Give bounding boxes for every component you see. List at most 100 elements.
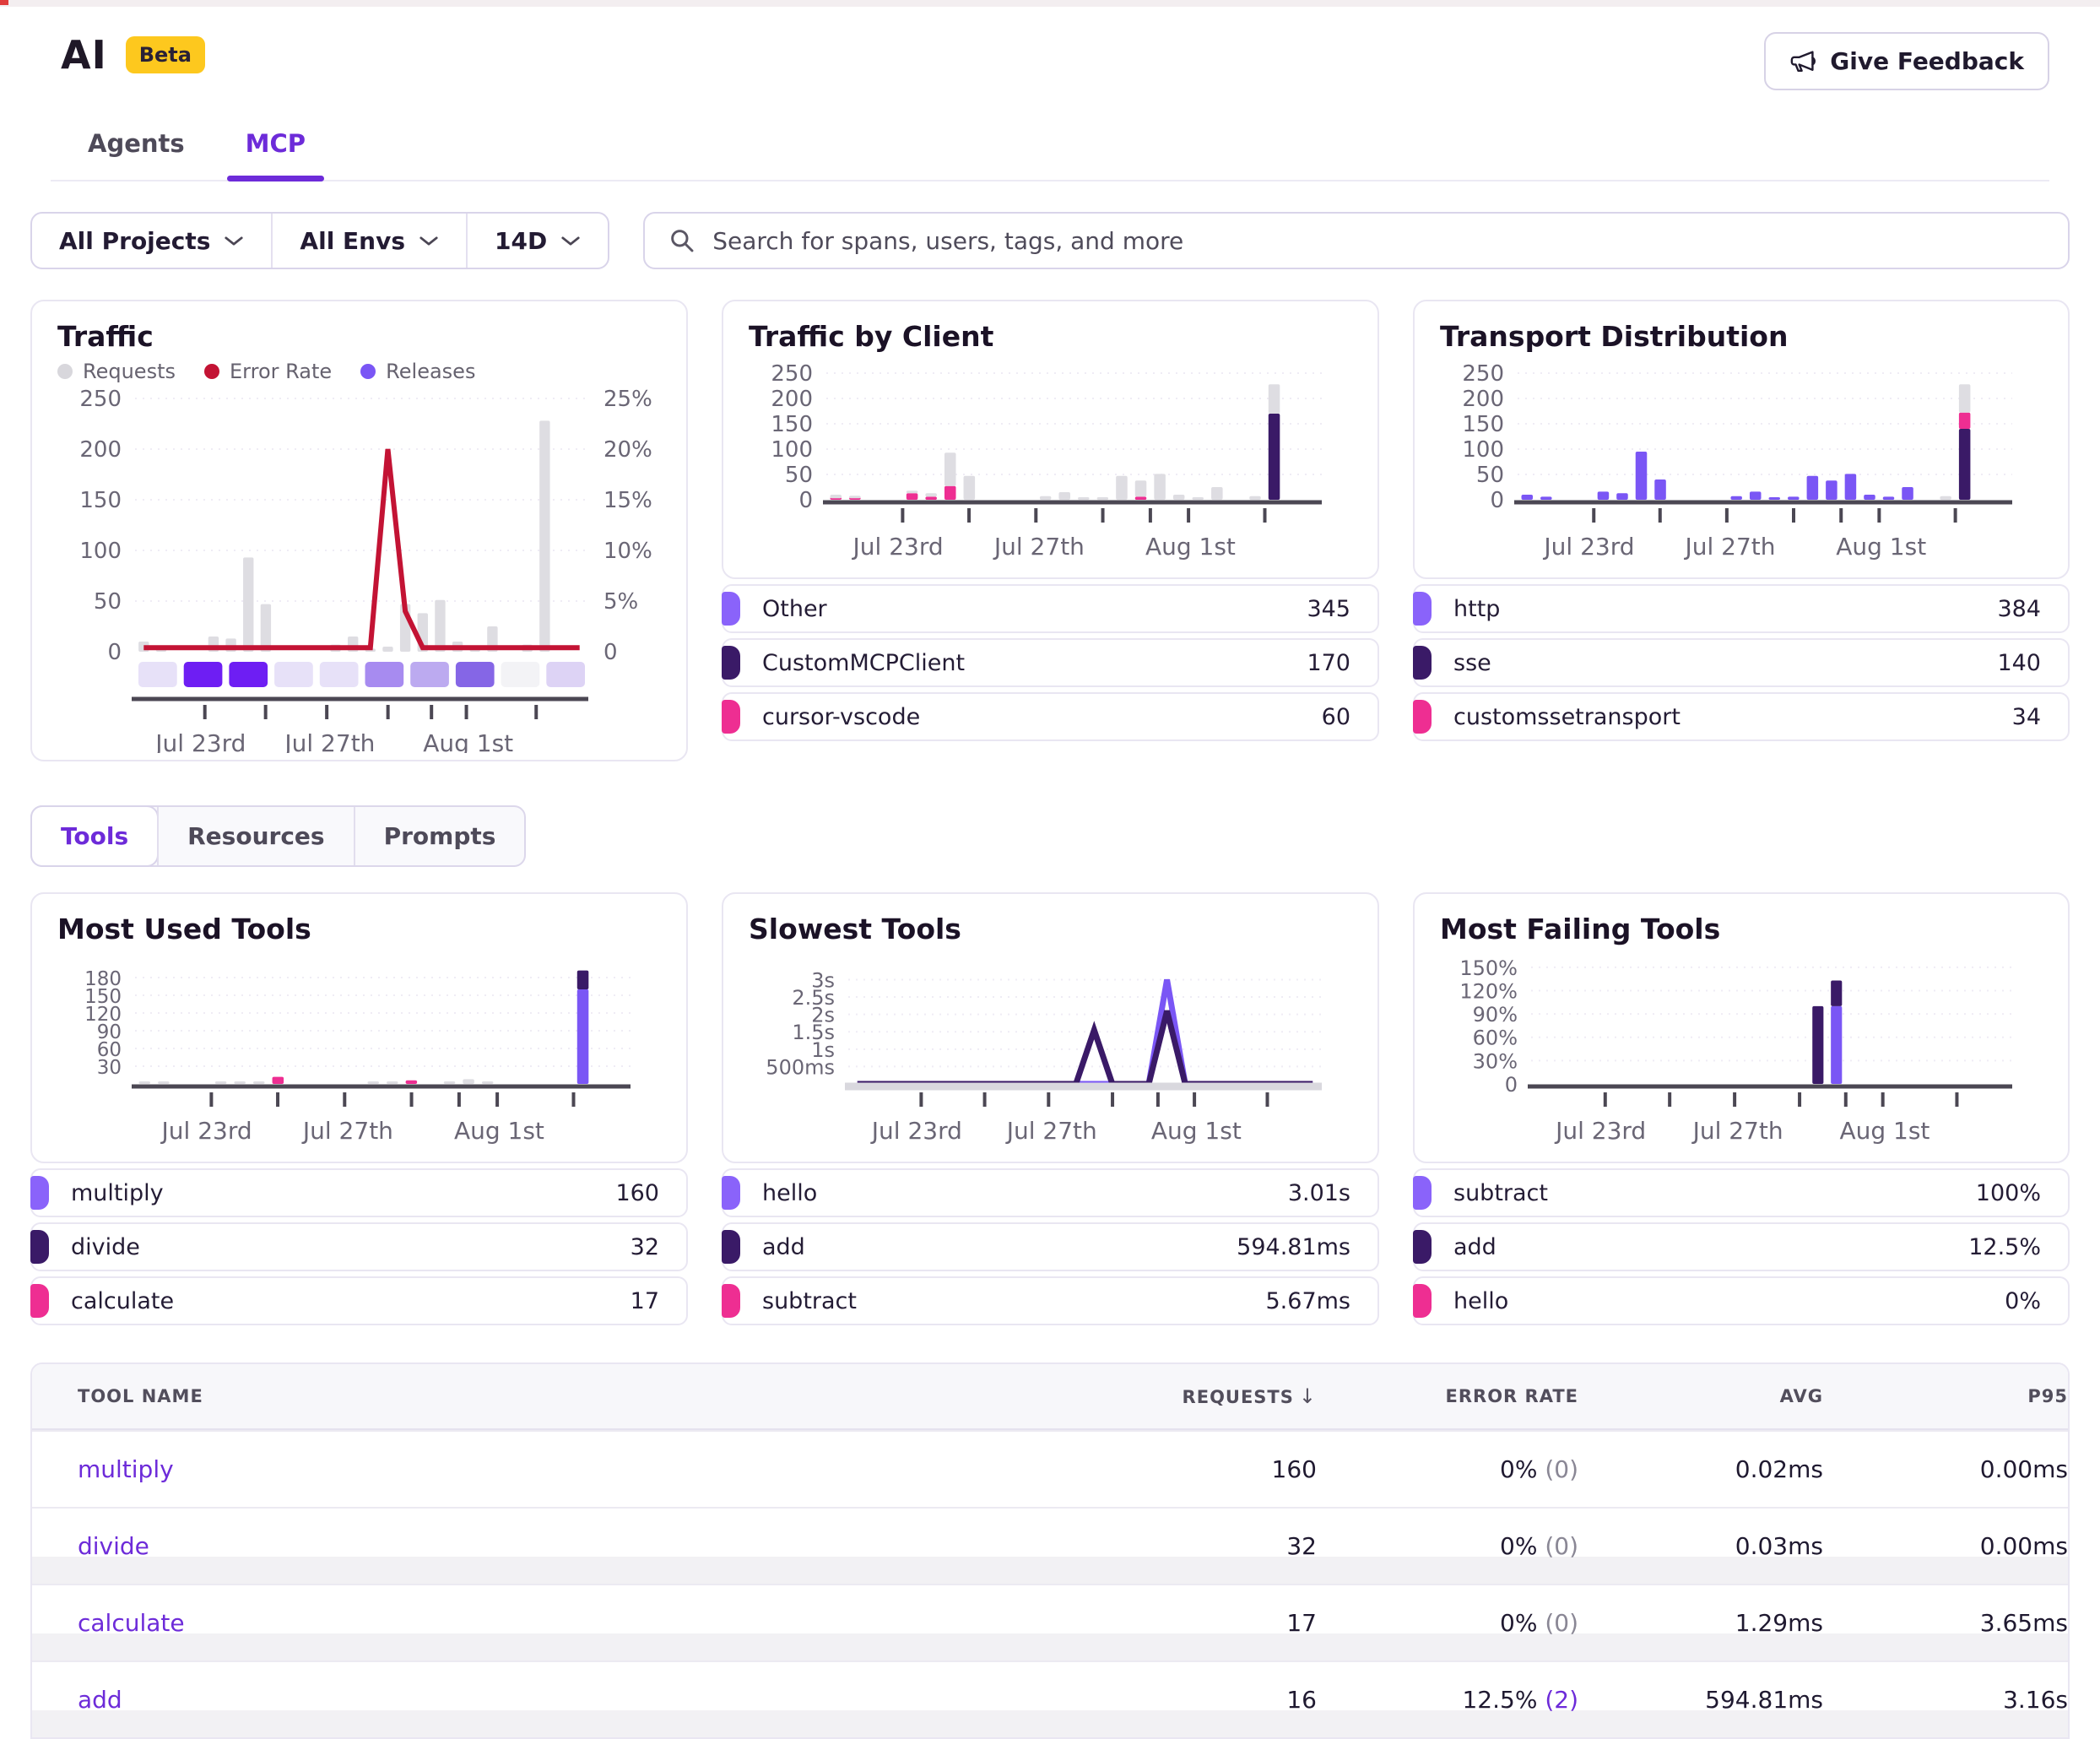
- series-swatch: [30, 1176, 49, 1210]
- table-row: calculate 17 0% (0) 1.29ms 3.65ms: [32, 1584, 2068, 1660]
- p95-cell: 3.16s: [1823, 1686, 2068, 1714]
- series-swatch: [1413, 1176, 1432, 1210]
- legend-row-subtract[interactable]: subtract 100%: [1413, 1168, 2070, 1217]
- svg-text:150: 150: [1462, 412, 1504, 437]
- col-p95[interactable]: P95: [1823, 1386, 2068, 1406]
- legend-row-subtract[interactable]: subtract 5.67ms: [722, 1276, 1379, 1325]
- svg-text:150: 150: [79, 488, 122, 513]
- env-filter-dropdown[interactable]: All Envs: [271, 214, 466, 268]
- traffic-by-client-card: Traffic by Client 050100150200250Jul 23r…: [722, 300, 1379, 579]
- legend-row-http[interactable]: http 384: [1413, 584, 2070, 633]
- avg-cell: 594.81ms: [1578, 1686, 1823, 1714]
- project-filter-dropdown[interactable]: All Projects: [32, 214, 271, 268]
- most-failing-tools-card: Most Failing Tools 030%60%90%120%150%Jul…: [1413, 892, 2070, 1163]
- legend-row-other[interactable]: Other 345: [722, 584, 1379, 633]
- svg-text:Aug 1st: Aug 1st: [1151, 1117, 1242, 1145]
- legend-row-calculate[interactable]: calculate 17: [30, 1276, 688, 1325]
- tool-charts-row: Most Used Tools 306090120150180Jul 23rdJ…: [0, 892, 2100, 1325]
- traffic-by-client-chart: 050100150200250Jul 23rdJul 27thAug 1st: [749, 360, 1352, 571]
- beta-badge: Beta: [126, 36, 205, 73]
- error-rate-cell: 0% (0): [1317, 1609, 1578, 1637]
- col-error-rate[interactable]: ERROR RATE: [1317, 1386, 1578, 1406]
- search-input[interactable]: [712, 227, 2044, 255]
- most-used-column: Most Used Tools 306090120150180Jul 23rdJ…: [30, 892, 688, 1325]
- svg-text:50: 50: [94, 589, 122, 615]
- error-rate-cell: 0% (0): [1317, 1455, 1578, 1483]
- svg-text:Jul 27th: Jul 27th: [301, 1117, 393, 1145]
- tool-link[interactable]: calculate: [32, 1609, 1097, 1637]
- card-title: Most Failing Tools: [1440, 913, 2043, 945]
- tools-table: TOOL NAME REQUESTS↓ ERROR RATE AVG P95 m…: [30, 1362, 2070, 1739]
- p95-cell: 0.00ms: [1823, 1455, 2068, 1483]
- brand: AI Beta: [51, 32, 205, 78]
- requests-cell: 17: [1097, 1609, 1317, 1637]
- p95-cell: 3.65ms: [1823, 1609, 2068, 1637]
- tab-prompts[interactable]: Prompts: [354, 807, 525, 865]
- legend-row-cursor-vscode[interactable]: cursor-vscode 60: [722, 692, 1379, 741]
- series-swatch: [722, 1176, 740, 1210]
- legend-row-hello[interactable]: hello 3.01s: [722, 1168, 1379, 1217]
- svg-text:50: 50: [785, 463, 813, 488]
- legend-row-multiply[interactable]: multiply 160: [30, 1168, 688, 1217]
- sort-desc-icon: ↓: [1299, 1384, 1317, 1408]
- svg-text:Aug 1st: Aug 1st: [454, 1117, 544, 1145]
- card-title: Slowest Tools: [749, 913, 1352, 945]
- give-feedback-button[interactable]: Give Feedback: [1764, 32, 2049, 90]
- legend-row-add[interactable]: add 594.81ms: [722, 1222, 1379, 1271]
- traffic-chart: 05010015020025005%10%15%20%25%Jul 23rdJu…: [57, 385, 661, 753]
- tab-tools[interactable]: Tools: [32, 807, 157, 865]
- svg-text:Jul 23rd: Jul 23rd: [870, 1117, 962, 1145]
- svg-text:250: 250: [79, 387, 122, 412]
- svg-text:0: 0: [1505, 1073, 1518, 1097]
- legend-item-error-rate: Error Rate: [204, 360, 332, 383]
- requests-cell: 32: [1097, 1532, 1317, 1560]
- svg-text:5%: 5%: [603, 589, 638, 615]
- legend-row-add[interactable]: add 12.5%: [1413, 1222, 2070, 1271]
- search-bar[interactable]: [643, 212, 2070, 269]
- requests-cell: 160: [1097, 1455, 1317, 1483]
- svg-text:15%: 15%: [603, 488, 652, 513]
- svg-text:0: 0: [603, 640, 618, 665]
- svg-text:120%: 120%: [1459, 979, 1518, 1003]
- p95-cell: 0.00ms: [1823, 1532, 2068, 1560]
- env-filter-value: All Envs: [300, 227, 405, 255]
- transport-column: Transport Distribution 050100150200250Ju…: [1413, 300, 2070, 761]
- svg-text:Jul 27th: Jul 27th: [283, 729, 375, 753]
- svg-text:90%: 90%: [1473, 1003, 1518, 1027]
- date-range-dropdown[interactable]: 14D: [466, 214, 608, 268]
- legend-row-custommcpclient[interactable]: CustomMCPClient 170: [722, 638, 1379, 687]
- legend-row-sse[interactable]: sse 140: [1413, 638, 2070, 687]
- tab-mcp[interactable]: MCP: [241, 129, 311, 180]
- table-row: multiply 160 0% (0) 0.02ms 0.00ms: [32, 1430, 2068, 1507]
- svg-text:25%: 25%: [603, 387, 652, 412]
- svg-text:Jul 27th: Jul 27th: [993, 533, 1085, 561]
- svg-text:250: 250: [771, 361, 813, 387]
- col-requests[interactable]: REQUESTS↓: [1097, 1384, 1317, 1408]
- table-row: divide 32 0% (0) 0.03ms 0.00ms: [32, 1507, 2068, 1584]
- tab-resources[interactable]: Resources: [157, 807, 353, 865]
- series-swatch: [1413, 592, 1432, 626]
- svg-text:200: 200: [79, 437, 122, 463]
- svg-text:Jul 23rd: Jul 23rd: [852, 533, 944, 561]
- svg-text:0: 0: [798, 488, 813, 513]
- legend-item-requests: Requests: [57, 360, 176, 383]
- series-swatch: [1413, 646, 1432, 680]
- svg-text:Aug 1st: Aug 1st: [423, 729, 513, 753]
- series-swatch: [1413, 700, 1432, 734]
- legend-row-divide[interactable]: divide 32: [30, 1222, 688, 1271]
- avg-cell: 0.02ms: [1578, 1455, 1823, 1483]
- col-avg[interactable]: AVG: [1578, 1386, 1823, 1406]
- tool-link[interactable]: multiply: [32, 1455, 1097, 1483]
- card-title: Traffic: [57, 320, 661, 353]
- tab-agents[interactable]: Agents: [83, 129, 190, 180]
- legend-row-customssetransport[interactable]: customssetransport 34: [1413, 692, 2070, 741]
- legend-row-hello[interactable]: hello 0%: [1413, 1276, 2070, 1325]
- svg-text:150%: 150%: [1459, 956, 1518, 980]
- most-used-tools-card: Most Used Tools 306090120150180Jul 23rdJ…: [30, 892, 688, 1163]
- tool-link[interactable]: add: [32, 1686, 1097, 1714]
- tool-link[interactable]: divide: [32, 1532, 1097, 1560]
- error-rate-dot-icon: [204, 364, 219, 379]
- most-failing-tools-chart: 030%60%90%120%150%Jul 23rdJul 27thAug 1s…: [1440, 952, 2043, 1155]
- project-filter-value: All Projects: [59, 227, 210, 255]
- releases-dot-icon: [360, 364, 376, 379]
